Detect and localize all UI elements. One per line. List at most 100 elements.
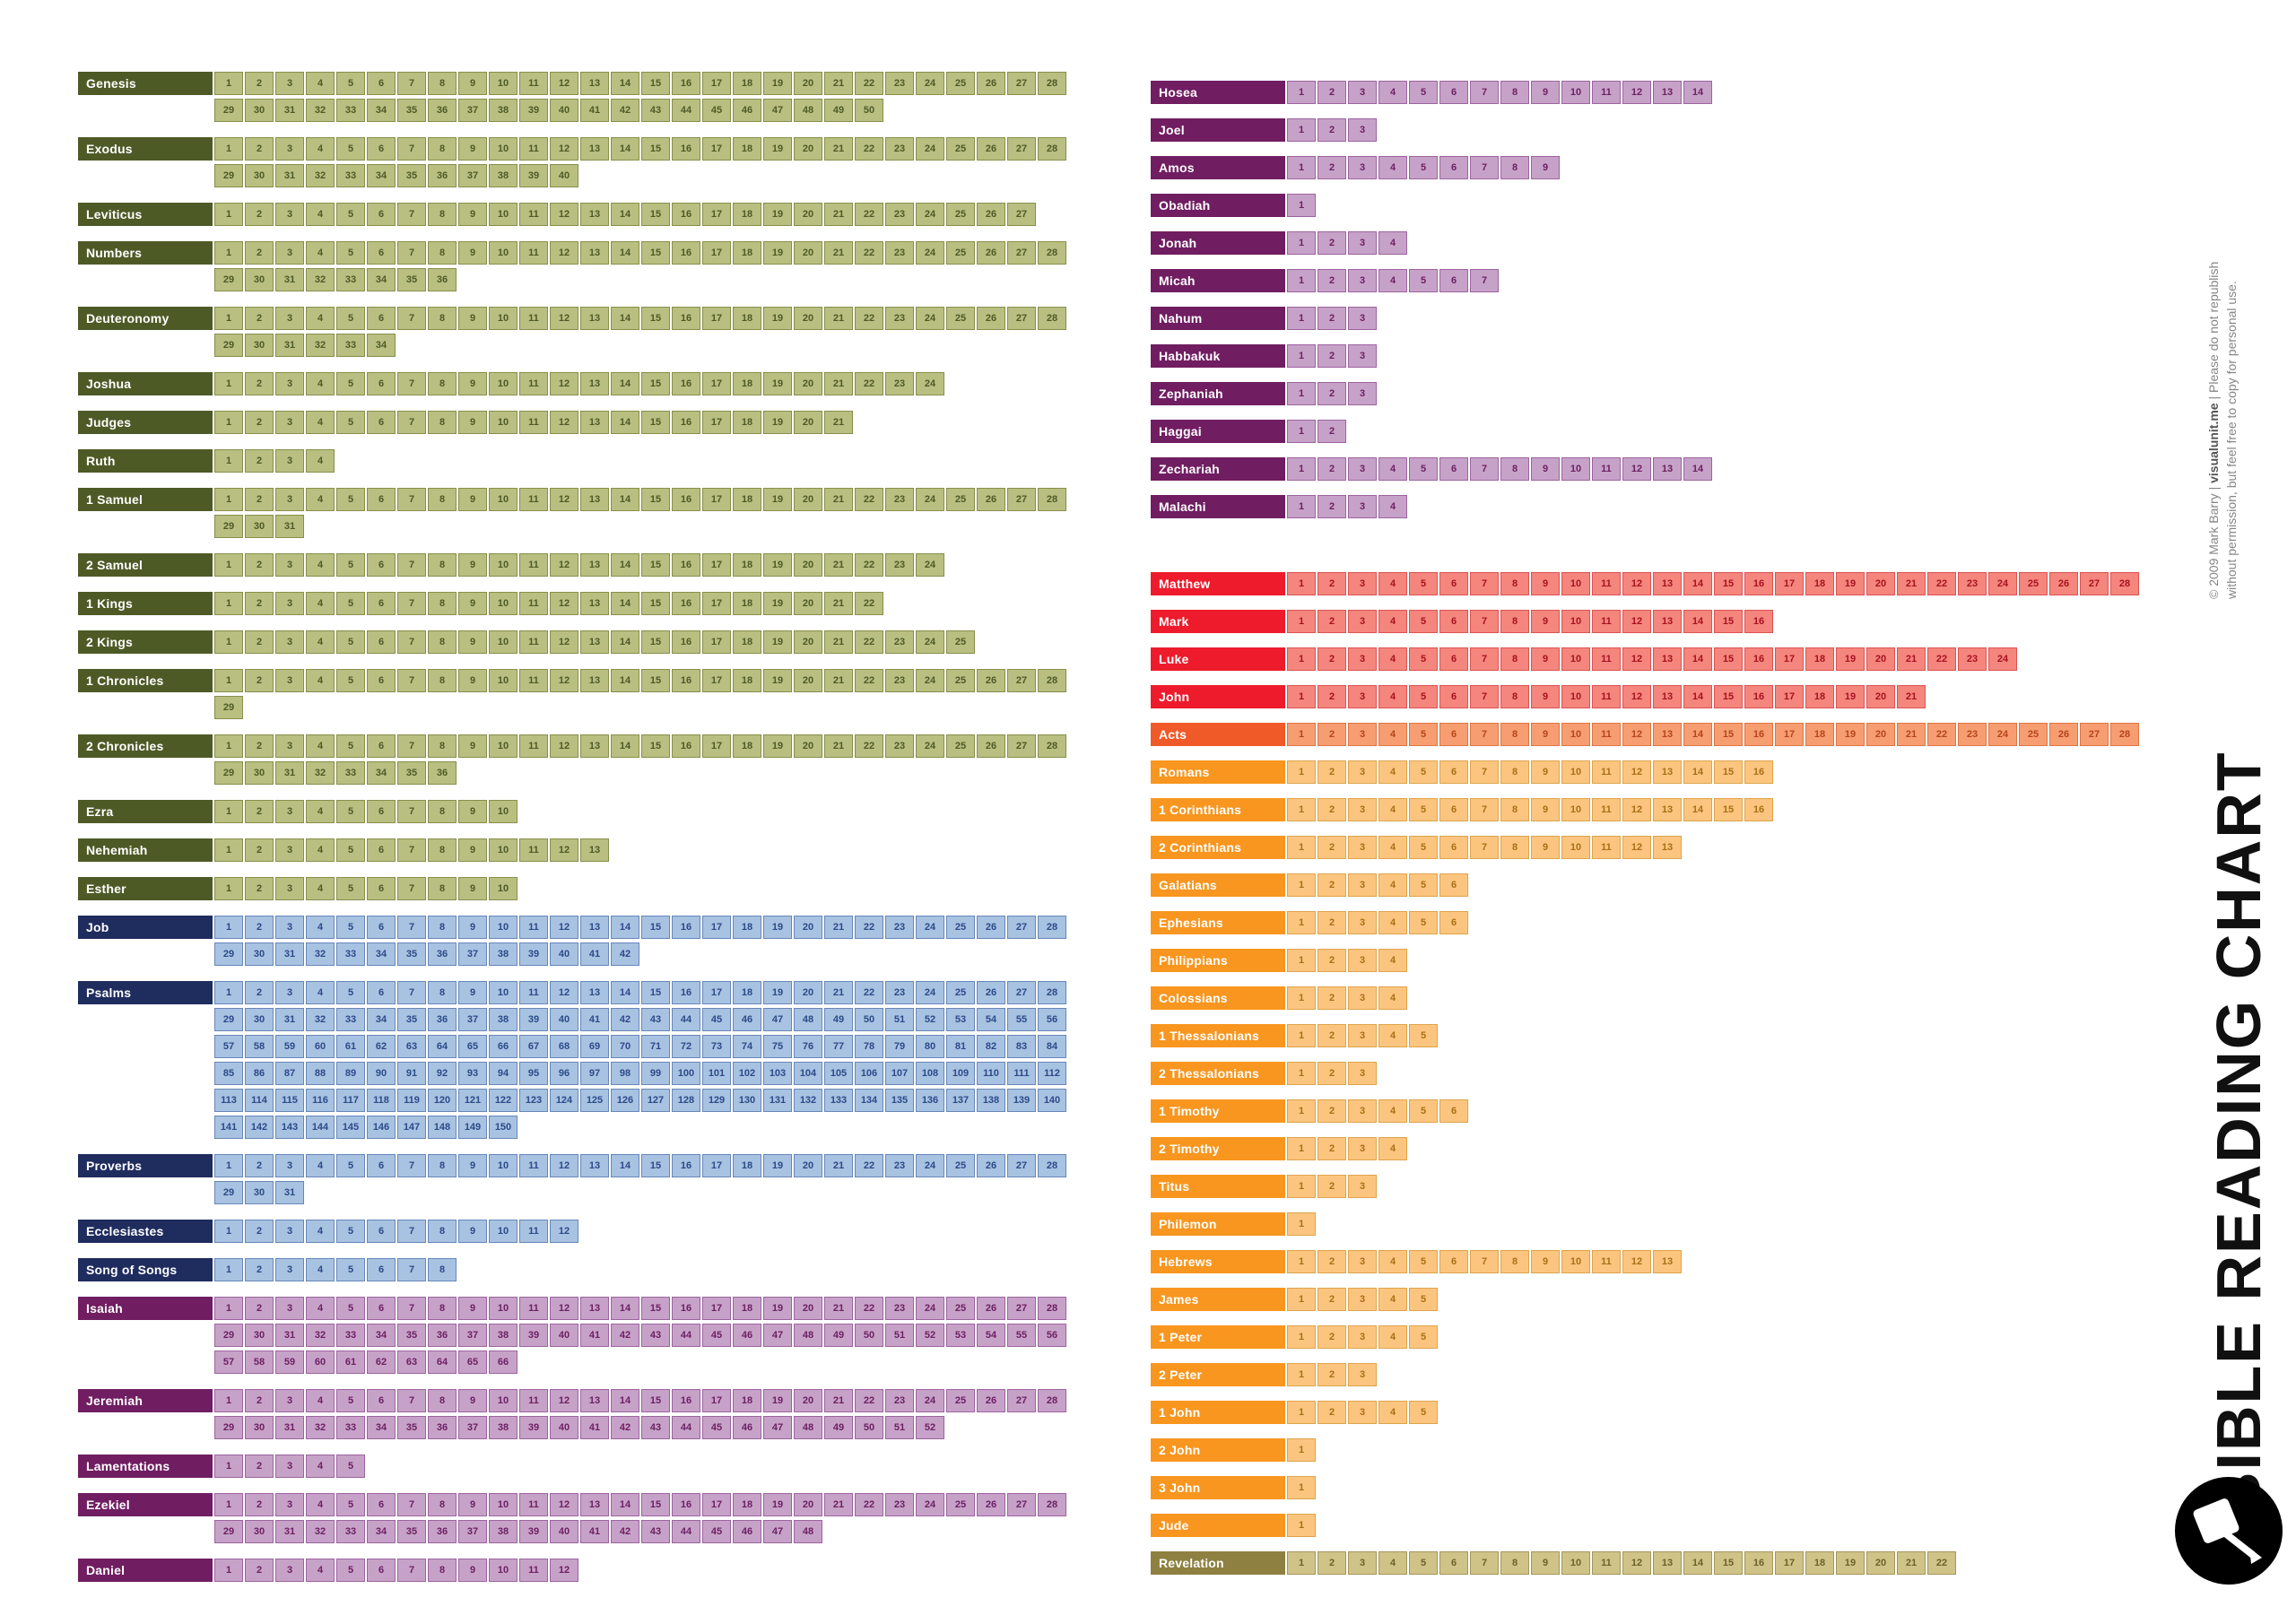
chapter-cell: 2 xyxy=(245,488,274,511)
chapter-cell: 131 xyxy=(763,1089,792,1112)
book-nehemiah: Nehemiah 1 2 3 4 5 6 7 8 9 10 11 12 13 xyxy=(78,838,1066,862)
chapter-cell: 6 xyxy=(367,981,396,1004)
chapter-cell: 31 xyxy=(275,761,304,785)
chapter-cell: 16 xyxy=(672,553,700,577)
chapter-cell: 1 xyxy=(214,449,243,473)
chapter-cell: 5 xyxy=(1409,685,1438,708)
chapter-cell: 50 xyxy=(855,1008,883,1031)
chapter-cell: 27 xyxy=(1007,307,1036,330)
chapter-cell: 31 xyxy=(275,1181,304,1204)
chapter-cell: 21 xyxy=(824,1389,853,1412)
chapter-cell: 18 xyxy=(733,72,761,95)
chapter-cell: 22 xyxy=(855,241,883,265)
label-spacer xyxy=(78,1181,213,1204)
chapter-cell: 16 xyxy=(672,203,700,226)
chapter-cell: 17 xyxy=(1775,572,1804,595)
chapter-cell: 14 xyxy=(1683,610,1712,633)
chapter-cell: 23 xyxy=(885,553,914,577)
chapter-cell: 1 xyxy=(214,1493,243,1516)
chapter-cell: 13 xyxy=(580,981,609,1004)
chapter-row: 29 30 31 32 33 34 35 36 37 38 39 40 41 42 43 44 45 46 47 48 xyxy=(78,1520,1066,1543)
chapter-cell: 53 xyxy=(946,1324,975,1347)
chapter-cell: 4 xyxy=(306,137,335,161)
chapter-cell: 36 xyxy=(428,1008,457,1031)
chapter-cell: 29 xyxy=(214,1324,243,1347)
chapter-cell: 1 xyxy=(1287,836,1316,859)
chapter-cell: 23 xyxy=(885,1389,914,1412)
chapter-cell: 74 xyxy=(733,1035,761,1058)
chapter-cell: 58 xyxy=(245,1035,274,1058)
chapter-cell: 8 xyxy=(428,372,457,395)
chapter-cell: 140 xyxy=(1038,1089,1066,1112)
chapter-cell: 1 xyxy=(214,411,243,434)
chapter-cell: 10 xyxy=(489,1220,517,1243)
chapter-cell: 1 xyxy=(214,203,243,226)
chapter-cell: 9 xyxy=(458,307,487,330)
chapter-cell: 41 xyxy=(580,1008,609,1031)
chapter-row: 1 Timothy 1 2 3 4 5 6 xyxy=(1151,1099,2139,1123)
chapter-cell: 38 xyxy=(489,1324,517,1347)
chapter-cell: 23 xyxy=(1958,723,1987,746)
chapter-cell: 13 xyxy=(580,203,609,226)
chapter-cell: 51 xyxy=(885,1416,914,1439)
chapter-cell: 142 xyxy=(245,1116,274,1139)
chapter-cell: 6 xyxy=(1439,81,1468,104)
chapter-row: 1 Chronicles 1 2 3 4 5 6 7 8 9 10 11 12 13 14 15 16 17 18 1… xyxy=(78,669,1066,692)
book-label: 2 Thessalonians xyxy=(1151,1062,1285,1085)
chapter-cell: 13 xyxy=(1653,647,1682,671)
chapter-cell: 1 xyxy=(1287,949,1316,972)
chapter-cell: 3 xyxy=(1348,949,1377,972)
credit: © 2009 Mark Barry | visualunit.me | Plea… xyxy=(2205,56,2240,599)
chapter-cell: 23 xyxy=(885,1297,914,1320)
chapter-cell: 6 xyxy=(367,1258,396,1281)
chapter-cell: 13 xyxy=(580,411,609,434)
chapter-cell: 14 xyxy=(1683,723,1712,746)
chapter-cell: 2 xyxy=(1318,723,1346,746)
chapter-cell: 30 xyxy=(245,1324,274,1347)
chapter-row: 29 30 31 32 33 34 35 36 37 38 39 40 41 42 43 44 45 46 47 48… xyxy=(78,1008,1066,1031)
chapter-cell: 22 xyxy=(1927,647,1956,671)
chapter-cell: 60 xyxy=(306,1035,335,1058)
chapter-cell: 1 xyxy=(1287,420,1316,443)
chapter-cell: 18 xyxy=(1805,685,1834,708)
chapter-cell: 2 xyxy=(1318,647,1346,671)
chapter-cell: 56 xyxy=(1038,1008,1066,1031)
book-label: Exodus xyxy=(78,137,213,161)
chapter-cell: 9 xyxy=(458,553,487,577)
chapter-row: Galatians 1 2 3 4 5 6 xyxy=(1151,873,2139,897)
chapter-cell: 20 xyxy=(794,1389,822,1412)
chapter-cell: 11 xyxy=(519,1559,548,1582)
chapter-cell: 28 xyxy=(1038,669,1066,692)
chapter-cell: 41 xyxy=(580,1416,609,1439)
chapter-cell: 13 xyxy=(580,592,609,615)
chapter-cell: 1 xyxy=(214,241,243,265)
chapter-cell: 20 xyxy=(794,488,822,511)
chapter-cell: 16 xyxy=(672,916,700,939)
chapter-cell: 119 xyxy=(397,1089,426,1112)
chapter-cell: 37 xyxy=(458,164,487,187)
chapter-cell: 18 xyxy=(1805,1551,1834,1575)
chapter-cell: 2 xyxy=(1318,760,1346,784)
chapter-row: 1 John 1 2 3 4 5 xyxy=(1151,1401,2139,1424)
chapter-row: Mark 1 2 3 4 5 6 7 8 9 10 11 12 13 14 15 16 xyxy=(1151,610,2139,633)
chapter-cell: 17 xyxy=(702,307,731,330)
chapter-cell: 6 xyxy=(1439,572,1468,595)
chapter-cell: 22 xyxy=(855,734,883,758)
chapter-cell: 28 xyxy=(1038,1154,1066,1177)
book-genesis: Genesis 1 2 3 4 5 6 7 8 9 10 11 12 13 14 15 16 17 18 19 20 21… xyxy=(78,72,1066,122)
book-2-john: 2 John 1 xyxy=(1151,1438,2139,1462)
chapter-cell: 17 xyxy=(702,630,731,654)
chapter-cell: 10 xyxy=(489,1297,517,1320)
chapter-cell: 58 xyxy=(245,1350,274,1374)
chapter-cell: 18 xyxy=(1805,647,1834,671)
chapter-cell: 14 xyxy=(611,553,639,577)
chapter-row: 29 30 31 xyxy=(78,1181,1066,1204)
chapter-cell: 35 xyxy=(397,99,426,122)
chapter-cell: 9 xyxy=(458,1154,487,1177)
chapter-cell: 3 xyxy=(275,1258,304,1281)
chapter-cell: 3 xyxy=(275,669,304,692)
chapter-cell: 6 xyxy=(367,307,396,330)
chapter-cell: 4 xyxy=(1378,949,1407,972)
chapter-cell: 22 xyxy=(855,1493,883,1516)
chapter-cell: 12 xyxy=(550,1559,578,1582)
